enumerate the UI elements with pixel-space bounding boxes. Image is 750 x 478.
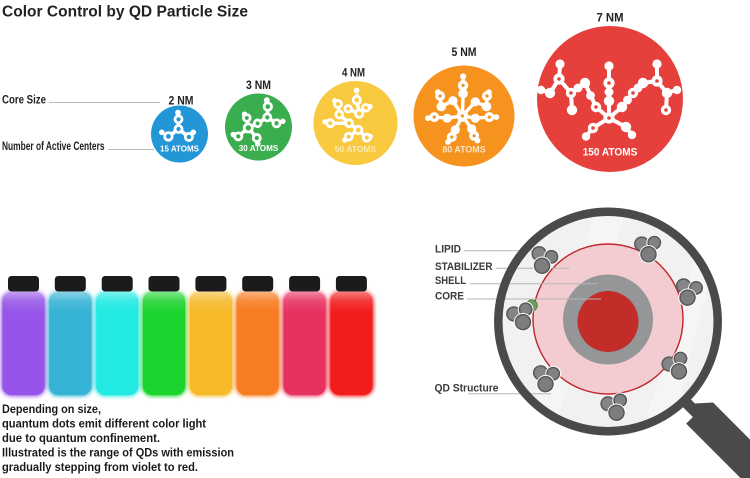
svg-text:STABILIZER: STABILIZER (435, 261, 493, 273)
svg-text:gradually stepping from violet: gradually stepping from violet to red. (2, 460, 198, 474)
svg-text:150 ATOMS: 150 ATOMS (583, 147, 638, 159)
svg-text:2 NM: 2 NM (169, 94, 194, 108)
svg-text:80 ATOMS: 80 ATOMS (442, 145, 485, 155)
svg-text:Illustrated is the range of QD: Illustrated is the range of QDs with emi… (2, 446, 234, 460)
svg-text:7 NM: 7 NM (597, 11, 624, 25)
svg-text:SHELL: SHELL (435, 275, 466, 287)
svg-text:4 NM: 4 NM (342, 66, 365, 80)
svg-text:Depending on size,: Depending on size, (2, 402, 101, 416)
svg-text:15 ATOMS: 15 ATOMS (160, 145, 200, 154)
svg-text:QD Structure: QD Structure (435, 383, 499, 395)
svg-text:LIPID: LIPID (435, 244, 461, 256)
svg-text:due to quantum confinement.: due to quantum confinement. (2, 431, 160, 445)
svg-text:30 ATOMS: 30 ATOMS (239, 144, 279, 153)
svg-text:3 NM: 3 NM (246, 78, 271, 92)
svg-text:Core Size: Core Size (2, 93, 46, 107)
svg-text:50 ATOMS: 50 ATOMS (335, 144, 377, 154)
svg-text:CORE: CORE (435, 290, 464, 302)
svg-text:quantum dots emit different co: quantum dots emit different color light (2, 417, 206, 431)
svg-text:Color Control by QD Particle S: Color Control by QD Particle Size (2, 4, 248, 21)
svg-text:Number of Active Centers: Number of Active Centers (2, 139, 105, 153)
svg-text:5 NM: 5 NM (452, 45, 477, 59)
